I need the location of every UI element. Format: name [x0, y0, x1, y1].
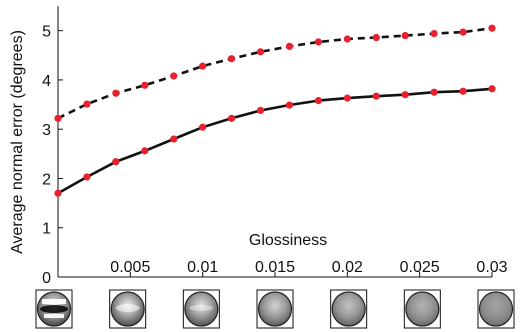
x-axis-label: Glossiness: [249, 232, 327, 249]
glossy-sphere-thumbnail: [330, 289, 368, 329]
data-point: [256, 48, 265, 56]
data-point: [401, 91, 409, 99]
data-point: [430, 29, 438, 38]
series-line-dashed: [57, 26, 493, 120]
data-point: [54, 114, 62, 122]
x-tick-label: 0.01: [187, 259, 218, 276]
data-point: [459, 87, 467, 95]
data-point: [112, 89, 120, 97]
glossy-sphere-thumbnail: [256, 289, 294, 329]
data-point: [372, 33, 380, 42]
data-point: [256, 106, 265, 115]
glossy-sphere-thumbnail: [403, 289, 441, 329]
x-tick-label: 0.015: [255, 259, 295, 276]
x-tick-label: 0.03: [476, 259, 507, 276]
glossy-sphere-thumbnail: [477, 289, 515, 329]
data-point: [285, 42, 294, 51]
glossy-sphere-thumbnail: [35, 289, 73, 329]
data-point: [314, 97, 322, 105]
data-point: [141, 147, 149, 155]
sphere-thumbnails: [35, 289, 515, 329]
glossy-sphere-thumbnail: [182, 289, 220, 329]
data-point: [228, 114, 236, 122]
data-point: [430, 88, 438, 96]
x-ticks: 0.005 0.01 0.015 0.02 0.025 0.03: [110, 259, 508, 277]
data-point: [54, 189, 62, 197]
x-tick-label: 0.02: [332, 259, 363, 276]
data-point: [285, 101, 294, 109]
data-point: [401, 31, 409, 40]
data-point: [83, 173, 91, 181]
data-point: [112, 158, 120, 166]
data-point: [314, 38, 322, 46]
data-point: [199, 62, 207, 70]
data-point: [170, 72, 178, 80]
y-tick-label: 5: [42, 24, 51, 41]
data-point: [199, 123, 207, 131]
y-axis-label: Average normal error (degrees): [9, 30, 26, 254]
y-tick-label: 3: [42, 122, 51, 139]
y-tick-label: 4: [42, 73, 51, 90]
x-tick-label: 0.005: [110, 259, 150, 276]
x-tick-label: 0.025: [400, 259, 440, 276]
data-point: [343, 35, 351, 43]
y-ticks: 0 1 2 3 4 5: [42, 24, 63, 287]
data-point: [488, 85, 496, 93]
data-point: [83, 100, 91, 108]
data-point: [488, 24, 496, 32]
series-line-solid: [57, 87, 493, 195]
glossy-sphere-thumbnail: [109, 289, 147, 329]
data-point: [141, 81, 149, 89]
data-point: [170, 135, 178, 143]
data-point: [343, 94, 351, 102]
data-point: [372, 92, 380, 100]
series-layer: [54, 24, 496, 197]
y-tick-label: 2: [42, 171, 51, 188]
data-point: [228, 55, 236, 63]
y-tick-label: 1: [42, 221, 51, 238]
y-tick-label: 0: [42, 270, 51, 287]
data-point: [459, 28, 467, 36]
